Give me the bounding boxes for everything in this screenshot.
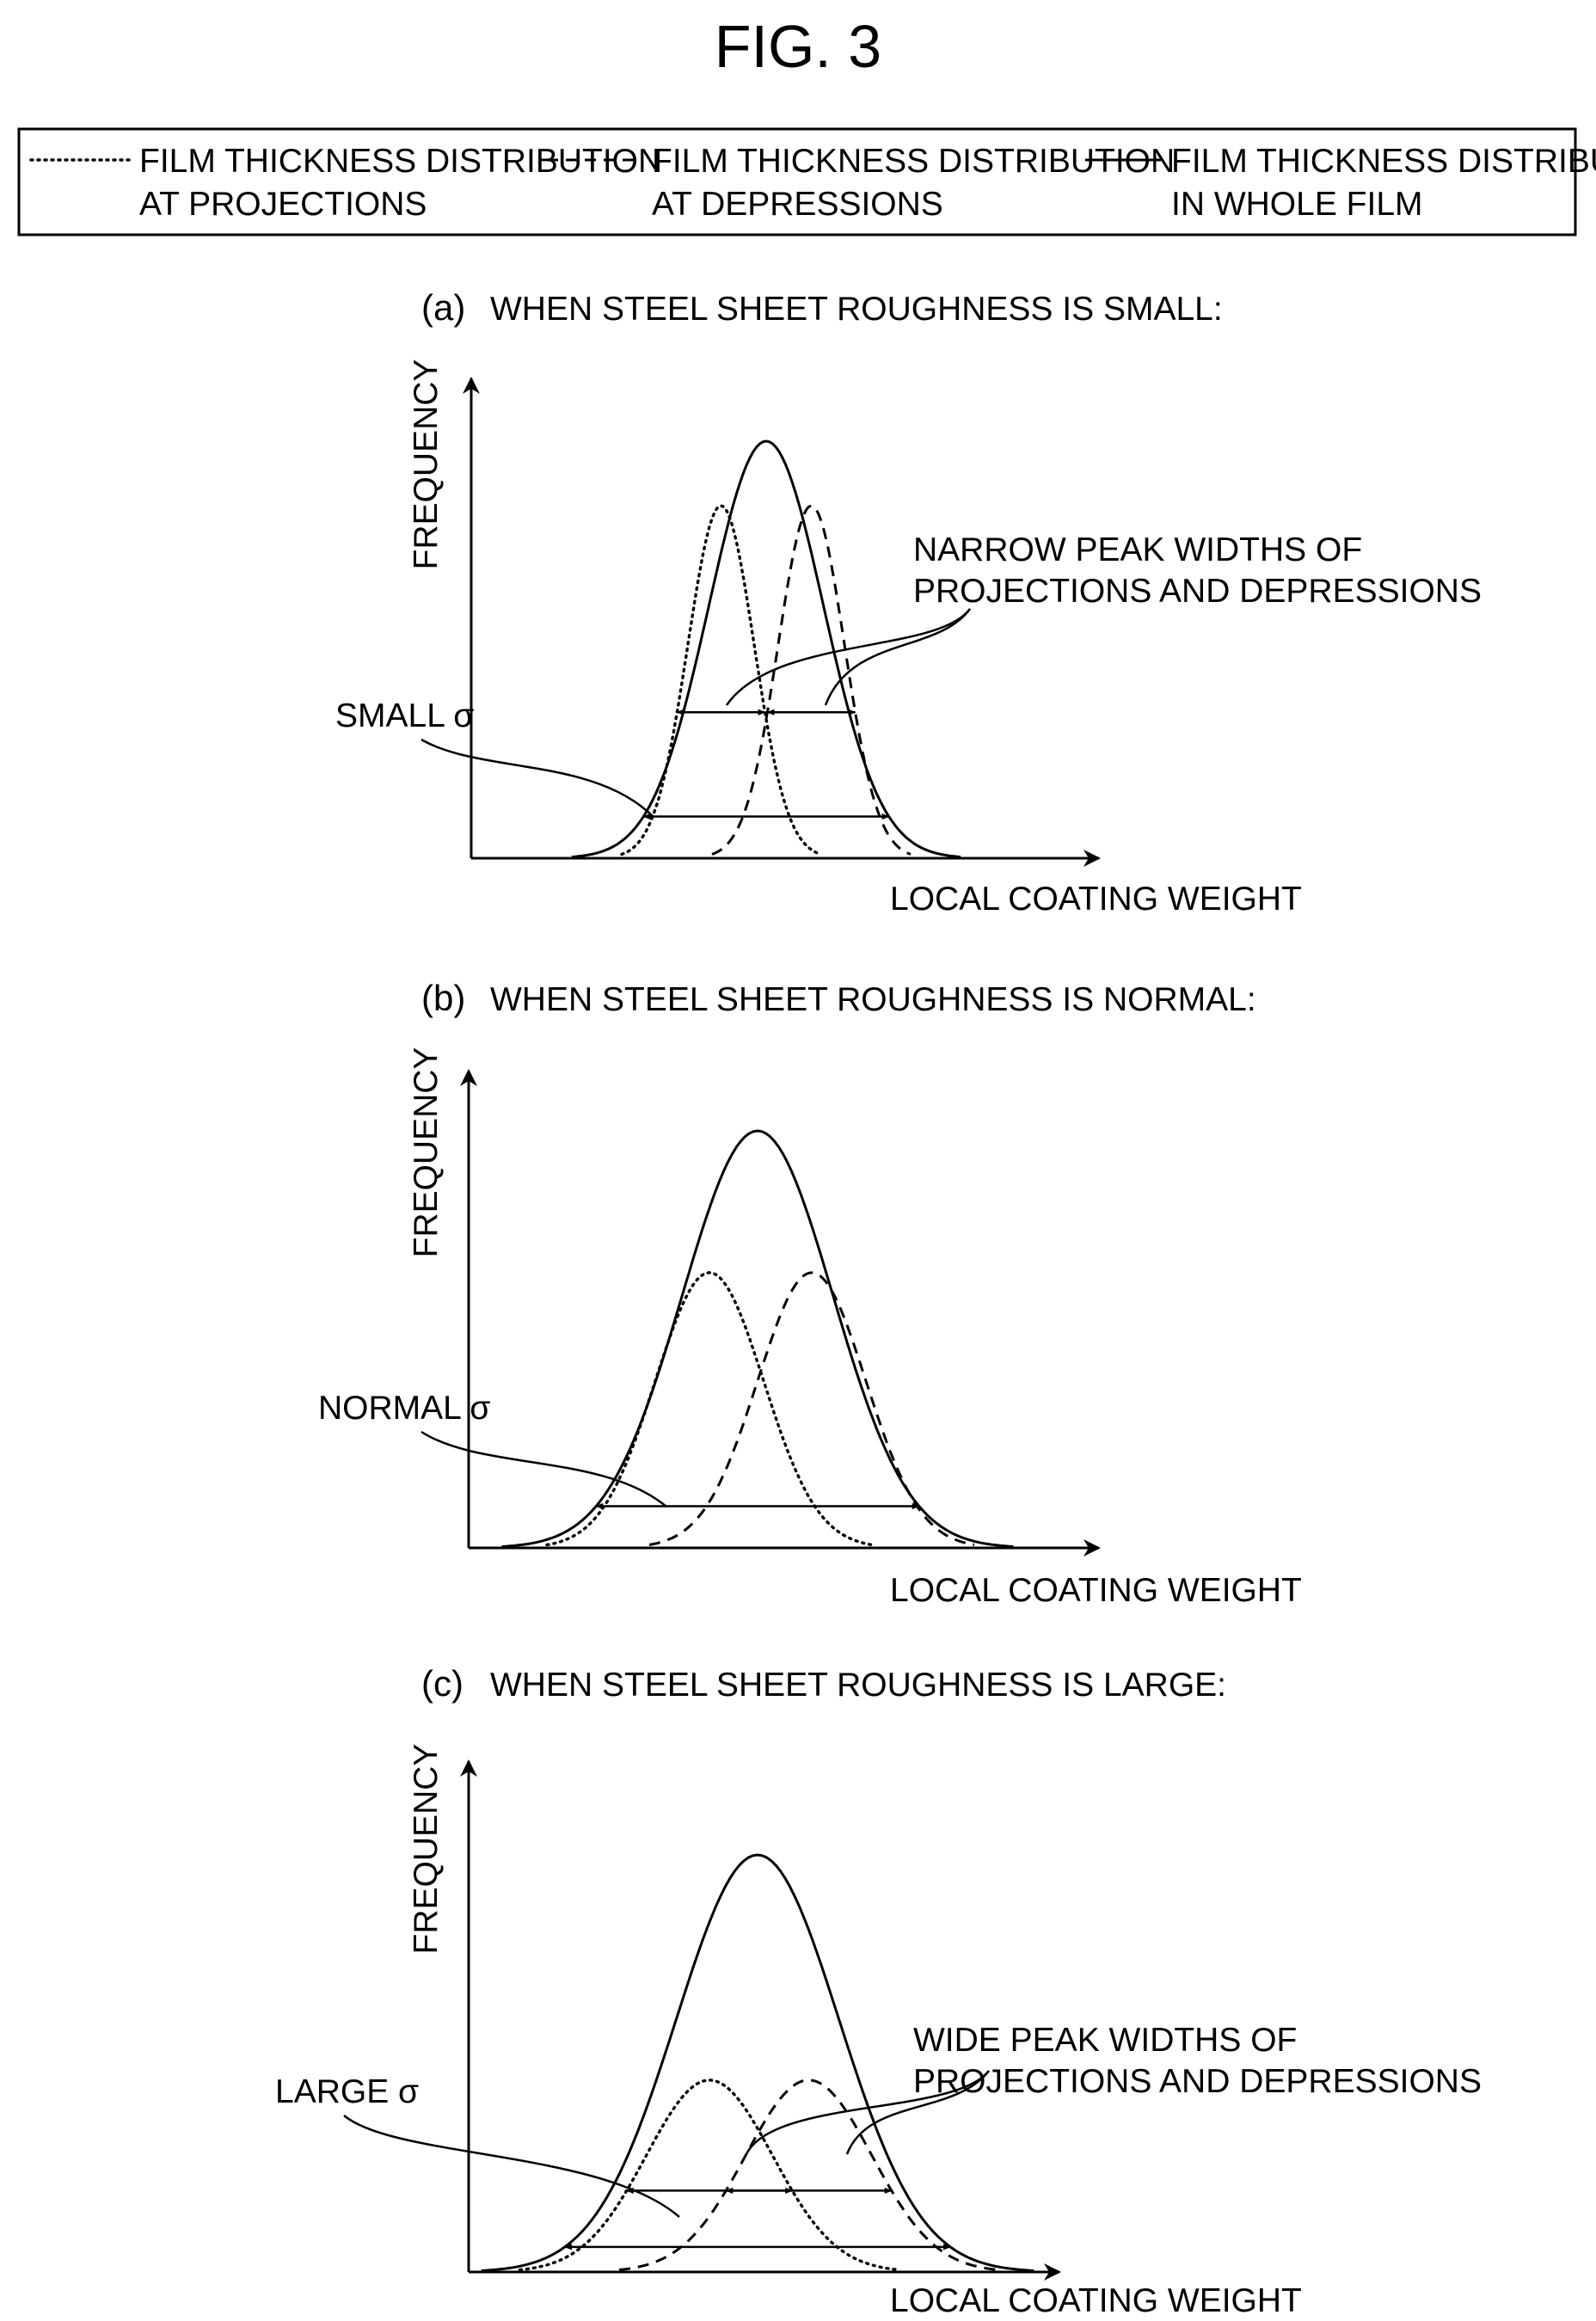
series-dashed-curve [711,504,912,856]
panel-letter: (a) [421,287,465,328]
figure-title: FIG. 3 [715,13,881,80]
peak-widths-leader-line [725,608,972,706]
series-solid-curve [571,439,961,858]
panel-letter: (b) [421,978,465,1018]
x-axis-label: LOCAL COATING WEIGHT [890,881,1302,918]
panel-letter: (c) [421,1663,463,1704]
sigma-label: LARGE σ [275,2073,419,2110]
peak-widths-label: PROJECTIONS AND DEPRESSIONS [913,573,1482,610]
legend-item-projections-line1: FILM THICKNESS DISTRIBUTION [139,143,662,180]
y-axis-label: FREQUENCY [408,1047,445,1258]
sigma-label: NORMAL σ [318,1390,490,1427]
y-axis-label: FREQUENCY [408,359,445,570]
peak-widths-label: NARROW PEAK WIDTHS OF [913,531,1362,568]
panel-title: WHEN STEEL SHEET ROUGHNESS IS SMALL: [490,291,1223,328]
legend-item-whole-line1: FILM THICKNESS DISTRIBUTION [1171,143,1596,180]
series-dotted-curve [620,504,822,857]
legend-item-depressions-line2: AT DEPRESSIONS [652,186,943,223]
legend-box [17,127,1577,236]
peak-widths-label: PROJECTIONS AND DEPRESSIONS [913,2063,1482,2100]
panel-title: WHEN STEEL SHEET ROUGHNESS IS NORMAL: [490,981,1256,1018]
panel-a: (a) WHEN STEEL SHEET ROUGHNESS IS SMALL: L… [335,287,1482,918]
peak-widths-leader-line [745,2070,990,2155]
sigma-leader-line [420,738,654,818]
x-axis-label: LOCAL COATING WEIGHT [890,2282,1302,2319]
panel-c: (c) WHEN STEEL SHEET ROUGHNESS IS LARGE: L… [275,1663,1482,2319]
sigma-leader-line [420,1430,667,1507]
series-solid-curve [501,1129,1014,1548]
legend-item-projections-line2: AT PROJECTIONS [139,186,427,223]
legend-item-whole-line2: IN WHOLE FILM [1171,186,1423,223]
peak-widths-leader-line [824,608,972,706]
peak-widths-label: WIDE PEAK WIDTHS OF [913,2022,1297,2059]
peak-widths-leader-line [845,2070,990,2155]
legend: FILM THICKNESS DISTRIBUTION AT PROJECTIO… [17,127,1596,236]
series-solid-curve [481,1853,1034,2272]
sigma-leader-line [343,2115,680,2218]
panel-title: WHEN STEEL SHEET ROUGHNESS IS LARGE: [490,1667,1226,1704]
series-dotted-curve [545,1271,874,1547]
series-dotted-curve [518,2078,901,2272]
sigma-label: SMALL σ [335,697,474,734]
panel-b: (b) WHEN STEEL SHEET ROUGHNESS IS NORMAL:… [318,978,1302,1609]
y-axis-label: FREQUENCY [408,1744,445,1955]
series-dashed-curve [648,1271,975,1546]
x-axis-label: LOCAL COATING WEIGHT [890,1572,1302,1609]
